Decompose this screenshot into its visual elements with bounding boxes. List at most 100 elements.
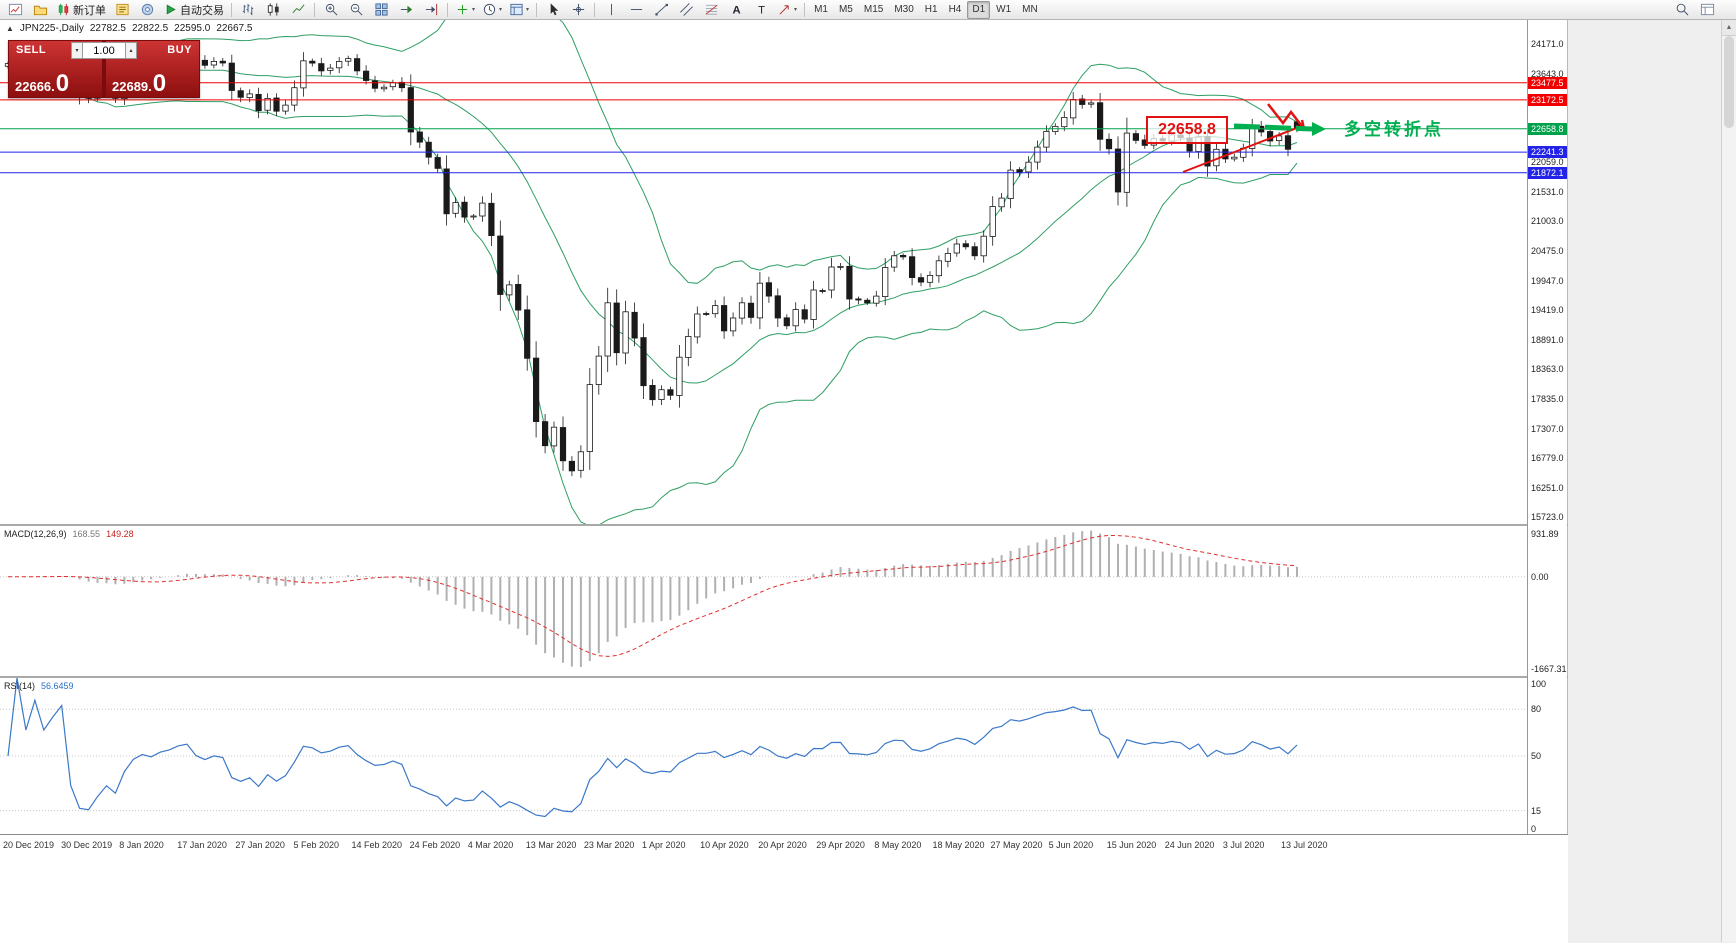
one-click-panel-toggle-icon[interactable]: ▲ xyxy=(6,24,14,33)
timeframe-m5[interactable]: M5 xyxy=(838,4,853,15)
ohlc-low: 22595.0 xyxy=(174,23,211,34)
timeframe-h4[interactable]: H4 xyxy=(948,4,962,15)
date-tick-label: 24 Jun 2020 xyxy=(1164,840,1215,850)
date-tick-label: 27 May 2020 xyxy=(990,840,1043,850)
zoom-out-icon xyxy=(350,3,362,16)
axis-tick-label: 15 xyxy=(1531,805,1542,816)
date-axis[interactable]: 20 Dec 2019 30 Dec 2019 8 Jan 2020 17 Jan 2… xyxy=(0,834,1568,857)
main-chart-canvas[interactable] xyxy=(0,1,1528,527)
cursor-button[interactable] xyxy=(541,0,565,20)
autotrading-button[interactable]: 自动交易 xyxy=(160,0,227,20)
search-icon xyxy=(1676,3,1688,16)
new-chart-button[interactable] xyxy=(3,0,27,20)
date-tick-label: 18 May 2020 xyxy=(932,840,985,850)
fibonacci-button[interactable] xyxy=(699,0,723,20)
timeframe-h1[interactable]: H1 xyxy=(924,4,938,15)
horizontal-line-button[interactable] xyxy=(624,0,648,20)
date-tick-label: 30 Dec 2019 xyxy=(61,840,113,850)
rsi-canvas[interactable] xyxy=(0,677,1528,834)
date-tick-label: 23 Mar 2020 xyxy=(583,840,635,850)
bar-chart-icon xyxy=(242,3,253,16)
date-tick-label: 27 Jan 2020 xyxy=(235,840,285,850)
axis-tick-label: -1667.31 xyxy=(1531,664,1567,674)
volume-increase-button[interactable]: ▴ xyxy=(125,42,137,59)
timeframe-m15[interactable]: M15 xyxy=(863,4,884,15)
main-chart-pane: ▲ JPN225-,Daily 22782.5 22822.5 22595.0 … xyxy=(0,1,1528,527)
candle-chart-button[interactable] xyxy=(261,0,285,20)
timeframe-m30[interactable]: M30 xyxy=(894,4,914,15)
price-line-badge: 22658.8 xyxy=(1528,122,1567,135)
axis-tick-label: 100 xyxy=(1531,679,1547,689)
vertical-scrollbar[interactable]: ▲ xyxy=(1721,20,1736,942)
periods-button[interactable]: ▾ xyxy=(479,0,505,20)
price-axis[interactable]: 24171.0 23643.0 22059.0 21531.0 21003.0 20475… xyxy=(1527,20,1567,834)
date-tick-label: 8 Jan 2020 xyxy=(119,840,164,850)
label-tool-button[interactable]: T xyxy=(749,0,773,20)
date-tick-label: 20 Dec 2019 xyxy=(3,840,55,850)
date-tick-label: 5 Feb 2020 xyxy=(293,840,340,850)
toolbar-separator xyxy=(314,2,315,17)
chart-shift-button[interactable] xyxy=(419,0,443,20)
axis-tick-label: 21531.0 xyxy=(1531,186,1564,197)
new-order-button[interactable]: 新订单 xyxy=(53,0,109,20)
timeframe-mn[interactable]: MN xyxy=(1022,4,1038,15)
profiles-button[interactable] xyxy=(28,0,52,20)
axis-tick-label: 0.00 xyxy=(1531,571,1549,582)
equidistant-channel-button[interactable] xyxy=(674,0,698,20)
zoom-out-button[interactable] xyxy=(344,0,368,20)
sell-label: SELL xyxy=(16,44,47,56)
timeframe-d1[interactable]: D1 xyxy=(967,0,991,19)
profiles-icon xyxy=(33,5,47,16)
axis-tick-label: 21003.0 xyxy=(1531,216,1564,227)
vertical-line-button[interactable] xyxy=(599,0,623,20)
date-tick-label: 5 Jun 2020 xyxy=(1048,840,1094,850)
pane-separator[interactable] xyxy=(0,676,1568,678)
arrows-tool-icon xyxy=(779,5,789,15)
indicators-button[interactable]: ▾ xyxy=(452,0,478,20)
timeframe-m1[interactable]: M1 xyxy=(814,4,828,15)
volume-decrease-button[interactable]: ▾ xyxy=(71,42,83,59)
axis-tick-label: 15723.0 xyxy=(1531,512,1564,523)
candle-chart-icon xyxy=(267,3,279,16)
line-chart-icon xyxy=(292,4,304,14)
toolbar-right-group xyxy=(1670,0,1733,20)
order-candles-icon xyxy=(58,3,69,16)
tile-windows-button[interactable] xyxy=(369,0,393,20)
templates-button[interactable]: ▾ xyxy=(506,0,532,20)
ohlc-high: 22822.5 xyxy=(132,23,169,34)
data-panel-button[interactable] xyxy=(1695,0,1719,20)
tile-windows-icon xyxy=(374,3,388,16)
toolbar-separator xyxy=(536,2,538,17)
auto-scroll-button[interactable] xyxy=(394,0,418,20)
line-chart-button[interactable] xyxy=(286,0,310,20)
pane-separator[interactable] xyxy=(0,524,1568,526)
arrows-tool-button[interactable]: ▾ xyxy=(774,0,800,20)
search-button[interactable] xyxy=(1670,0,1694,20)
fibonacci-icon xyxy=(705,4,717,15)
scrollbar-thumb[interactable] xyxy=(1724,36,1734,128)
new-chart-icon xyxy=(8,3,22,16)
date-tick-label: 4 Mar 2020 xyxy=(467,840,514,850)
options-button[interactable] xyxy=(135,0,159,20)
metaeditor-button[interactable] xyxy=(110,0,134,20)
macd-canvas[interactable] xyxy=(0,526,1528,676)
trendline-button[interactable] xyxy=(649,0,673,20)
one-click-trading-panel: SELL 22666. 0 BUY 22689. 0 ▾ ▴ xyxy=(8,40,200,98)
timeframe-w1[interactable]: W1 xyxy=(996,4,1012,15)
text-tool-button[interactable]: A xyxy=(724,0,748,20)
date-tick-label: 17 Jan 2020 xyxy=(177,840,227,850)
chart-window-filler xyxy=(0,857,1568,943)
equidistant-channel-icon xyxy=(679,3,693,16)
axis-tick-label: 17307.0 xyxy=(1531,423,1564,434)
axis-tick-label: 22059.0 xyxy=(1531,157,1564,168)
scrollbar-up-button[interactable]: ▲ xyxy=(1722,20,1736,36)
axis-tick-label: 20475.0 xyxy=(1531,246,1564,256)
bar-chart-button[interactable] xyxy=(236,0,260,20)
crosshair-button[interactable] xyxy=(566,0,590,20)
autotrading-label: 自动交易 xyxy=(180,4,224,17)
date-tick-label: 13 Jul 2020 xyxy=(1281,840,1328,850)
symbol-period-label: JPN225-,Daily xyxy=(19,23,84,34)
text-tool-icon: A xyxy=(732,4,740,16)
zoom-in-button[interactable] xyxy=(319,0,343,20)
volume-input[interactable] xyxy=(83,42,125,59)
